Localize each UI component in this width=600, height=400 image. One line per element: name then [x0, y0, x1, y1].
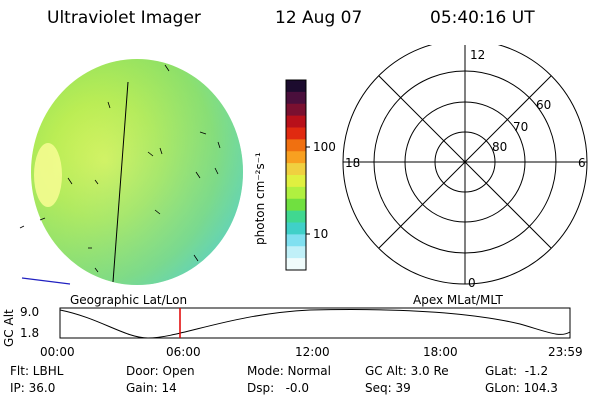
colorbar-segment — [286, 163, 306, 176]
time-tick-2359: 23:59 — [548, 345, 583, 359]
bright-region — [34, 143, 62, 207]
mlt-label-12: 12 — [470, 48, 486, 62]
altitude-min: 1.8 — [20, 326, 40, 340]
time-tick-0000: 00:00 — [40, 345, 75, 359]
coastline — [21, 277, 71, 285]
colorbar-segment — [286, 246, 306, 259]
colorbar-unit-label: photon cm⁻²s⁻¹ — [253, 152, 267, 245]
time-label: 05:40:16 UT — [430, 8, 535, 28]
colorbar-tick-10: 10 — [313, 227, 329, 241]
gc-alt-status: GC Alt: 3.0 Re — [365, 364, 449, 378]
mode-status: Mode: Normal — [247, 364, 331, 378]
colorbar-segment — [286, 198, 306, 212]
colorbar-segment — [286, 258, 306, 271]
colorbar-segment — [286, 175, 306, 188]
star-streaks — [19, 64, 221, 273]
altitude-axis-label: GC Alt — [2, 309, 16, 347]
lat-label-70: 70 — [513, 120, 529, 134]
altitude-max: 9.0 — [20, 305, 40, 319]
geographic-panel-label: Geographic Lat/Lon — [70, 293, 188, 307]
apex-polar-plot — [342, 45, 588, 285]
meridian-line — [112, 81, 129, 283]
mlt-label-0: 0 — [468, 276, 476, 290]
instrument-title: Ultraviolet Imager — [47, 8, 201, 28]
date-label: 12 Aug 07 — [275, 8, 363, 28]
time-tick-1200: 12:00 — [295, 345, 330, 359]
colorbar-segment — [286, 103, 306, 117]
colorbar-segment — [286, 210, 306, 223]
colorbar-segment — [286, 91, 306, 105]
colorbar-segment — [286, 222, 306, 235]
time-tick-1800: 18:00 — [423, 345, 458, 359]
dsp-status: Dsp: -0.0 — [247, 381, 310, 395]
gain-status: Gain: 14 — [126, 381, 177, 395]
lat-label-80: 80 — [492, 140, 508, 154]
door-status: Door: Open — [126, 364, 195, 378]
mlt-label-18: 18 — [345, 156, 361, 170]
colorbar-segment — [286, 186, 306, 200]
seq-status: Seq: 39 — [365, 381, 411, 395]
uv-image-panel — [19, 59, 243, 285]
colorbar-segment — [286, 115, 306, 128]
ip-status: IP: 36.0 — [10, 381, 56, 395]
glon-status: GLon: 104.3 — [485, 381, 558, 395]
lat-label-60: 60 — [536, 98, 552, 112]
colorbar-tick-100: 100 — [313, 140, 336, 154]
mlt-label-6: 6 — [578, 156, 586, 170]
apex-panel-label: Apex MLat/MLT — [413, 293, 503, 307]
color-scale-bar — [285, 79, 310, 271]
altitude-plot — [59, 307, 571, 339]
colorbar-segment — [286, 80, 306, 93]
colorbar-segment — [286, 151, 306, 164]
filter-status: Flt: LBHL — [10, 364, 64, 378]
time-tick-0600: 06:00 — [166, 345, 201, 359]
colorbar-segment — [286, 127, 306, 140]
colorbar-segment — [286, 234, 306, 247]
glat-status: GLat: -1.2 — [485, 364, 549, 378]
colorbar-segment — [286, 139, 306, 152]
altitude-curve — [59, 309, 571, 339]
